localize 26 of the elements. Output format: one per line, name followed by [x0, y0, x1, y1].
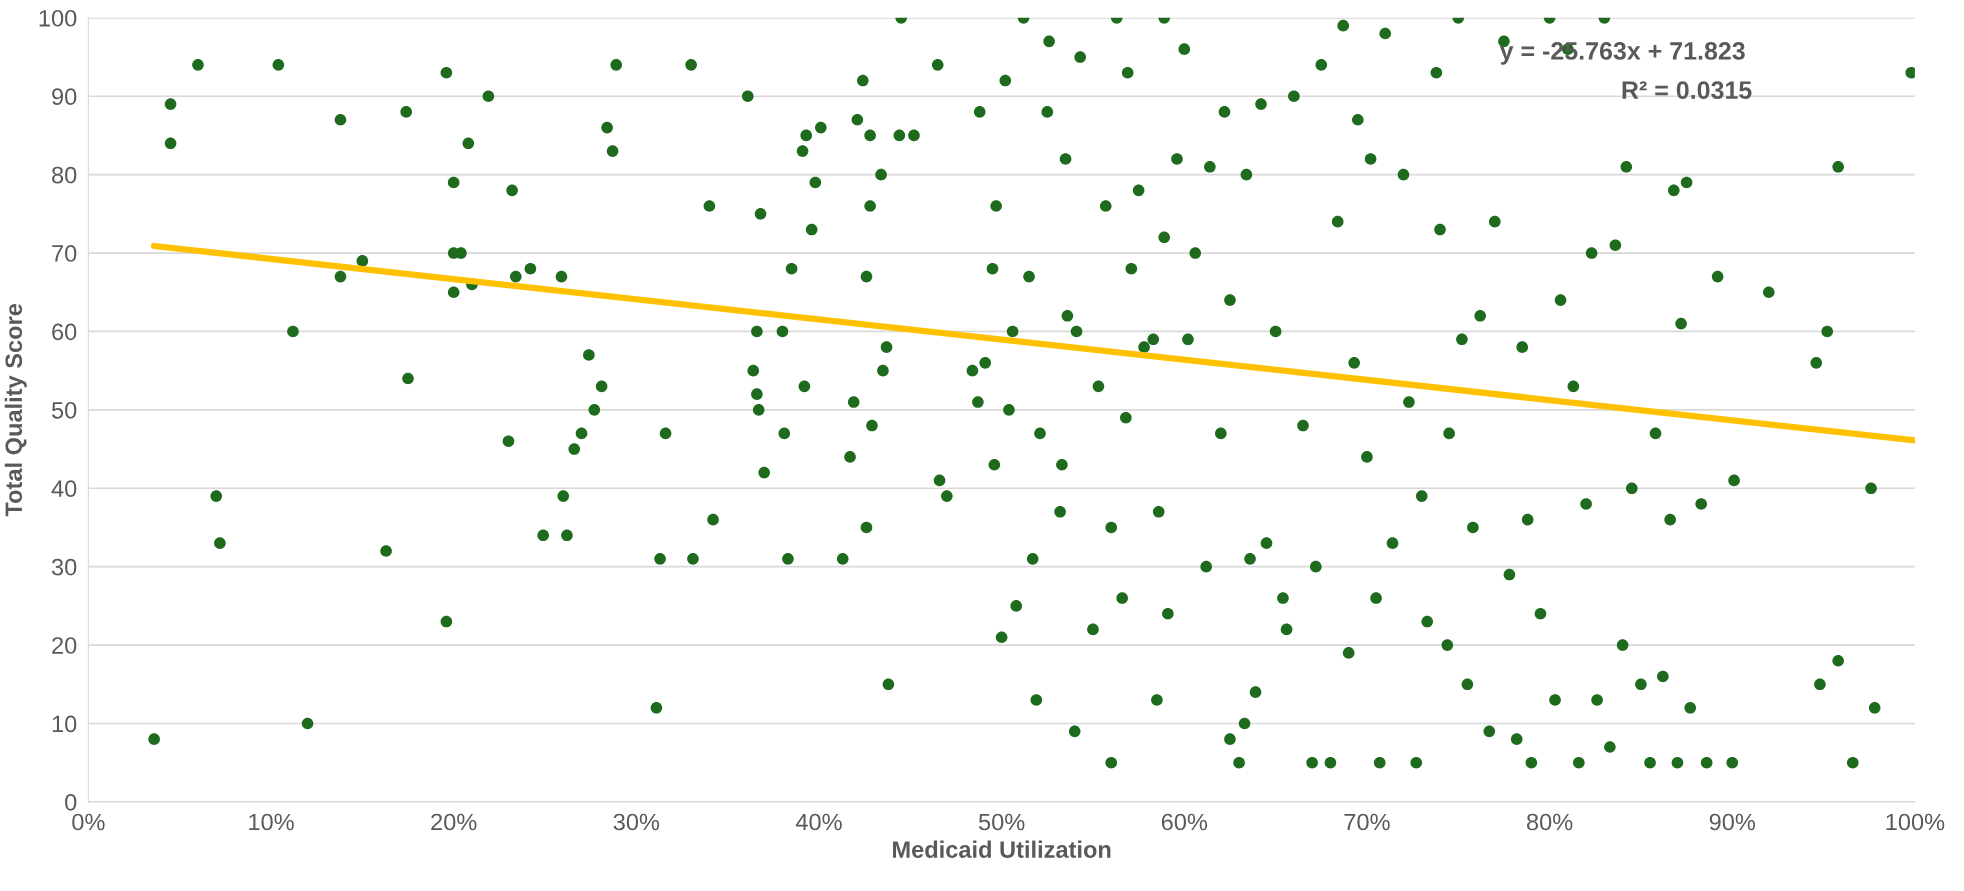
annotation: R² = 0.0315	[1622, 81, 1752, 100]
x-tick-label: 20%	[431, 813, 477, 831]
annotation: y = -25.763x + 71.823	[1499, 42, 1745, 65]
y-tick-label: 30	[51, 558, 77, 576]
x-tick-label: 100%	[1886, 813, 1945, 831]
y-tick-label: 60	[52, 323, 77, 341]
y-tick-label: 70	[52, 245, 77, 262]
y-tick-label: 90	[52, 88, 77, 106]
y-tick-label: 80	[52, 166, 77, 184]
x-tick-label: 10%	[249, 813, 294, 831]
x-tick-label: 60%	[1161, 813, 1208, 831]
x-tick-label: 50%	[978, 813, 1025, 831]
x-tick-label: 70%	[1344, 813, 1390, 831]
y-tick-label: 10	[52, 715, 77, 733]
y-tick-label: 0	[65, 793, 77, 811]
x-tick-label: 80%	[1526, 813, 1573, 831]
y-tick-label: 40	[51, 480, 77, 498]
x-tick-label: 90%	[1709, 813, 1756, 831]
y-tick-label: 100	[39, 9, 77, 27]
x-tick-label: 40%	[795, 813, 842, 831]
x-tick-label: 30%	[613, 813, 660, 831]
y-axis-title: Total Quality Score	[4, 303, 27, 517]
y-tick-label: 50	[51, 401, 77, 419]
x-tick-label: 0%	[72, 813, 105, 831]
y-tick-label: 20	[52, 637, 77, 654]
x-axis-title: Medicaid Utilization	[893, 840, 1111, 858]
